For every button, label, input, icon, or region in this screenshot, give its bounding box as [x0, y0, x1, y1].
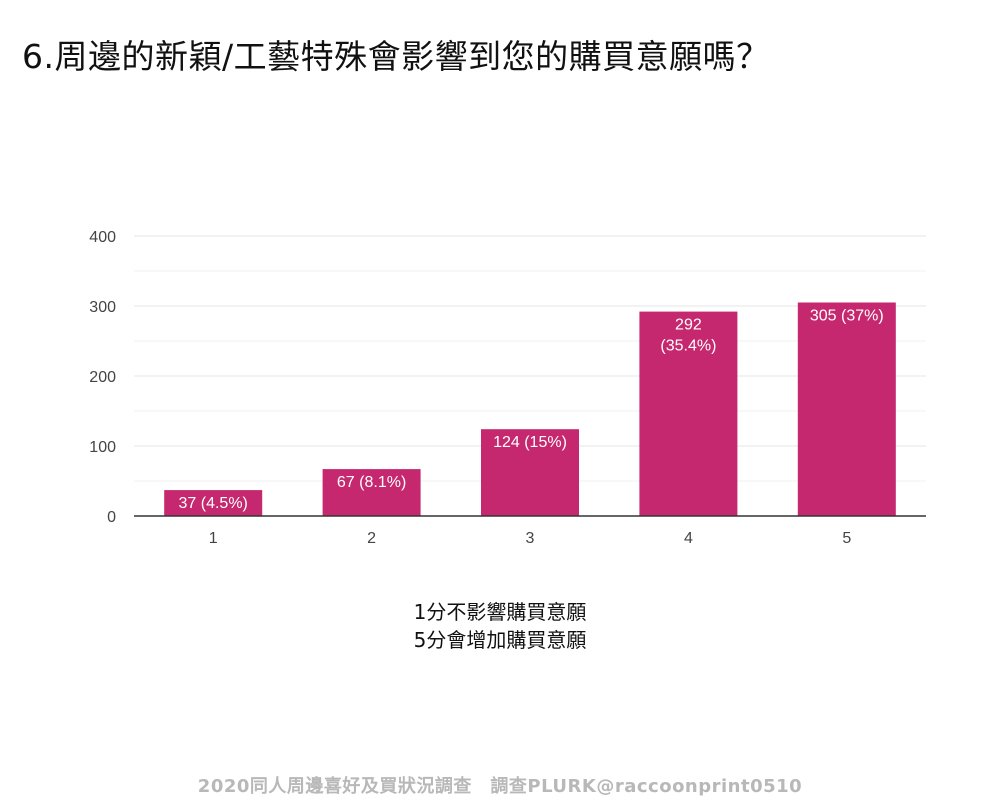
bar: [481, 429, 579, 516]
data-label: 37 (4.5%): [179, 495, 248, 512]
chart-title: 6.周邊的新穎/工藝特殊會影響到您的購買意願嗎？: [22, 37, 770, 76]
data-label: 124 (15%): [493, 434, 567, 451]
data-label: 67 (8.1%): [337, 474, 406, 491]
chart-notes: 1分不影響購買意願 5分會增加購買意願: [0, 598, 1000, 654]
bar: [164, 490, 263, 516]
note-line-1: 1分不影響購買意願: [413, 600, 587, 624]
bar: [322, 469, 421, 516]
y-tick-label: 300: [89, 299, 116, 316]
note-line-2: 5分會增加購買意願: [413, 628, 587, 652]
x-tick-label: 2: [367, 530, 376, 547]
x-tick-label: 4: [684, 530, 693, 547]
x-tick-label: 3: [526, 530, 535, 547]
bar-chart: 0 100 200 300 400 37 (4.5%) 1 67 (8.1%) 2 124 (15…: [89, 229, 926, 547]
x-tick-label: 5: [842, 530, 851, 547]
data-label: 292 (35.4%): [660, 317, 716, 355]
y-tick-label: 100: [89, 439, 116, 456]
x-tick-label: 1: [209, 530, 218, 547]
survey-footer: 2020同人周邊喜好及買狀況調查 調查PLURK@raccoonprint051…: [197, 776, 803, 797]
data-label: 305 (37%): [810, 308, 884, 325]
y-tick-label: 400: [89, 229, 116, 246]
y-tick-label: 0: [107, 509, 116, 526]
bar: [639, 311, 738, 516]
bar: [797, 302, 896, 516]
y-tick-label: 200: [89, 369, 116, 386]
